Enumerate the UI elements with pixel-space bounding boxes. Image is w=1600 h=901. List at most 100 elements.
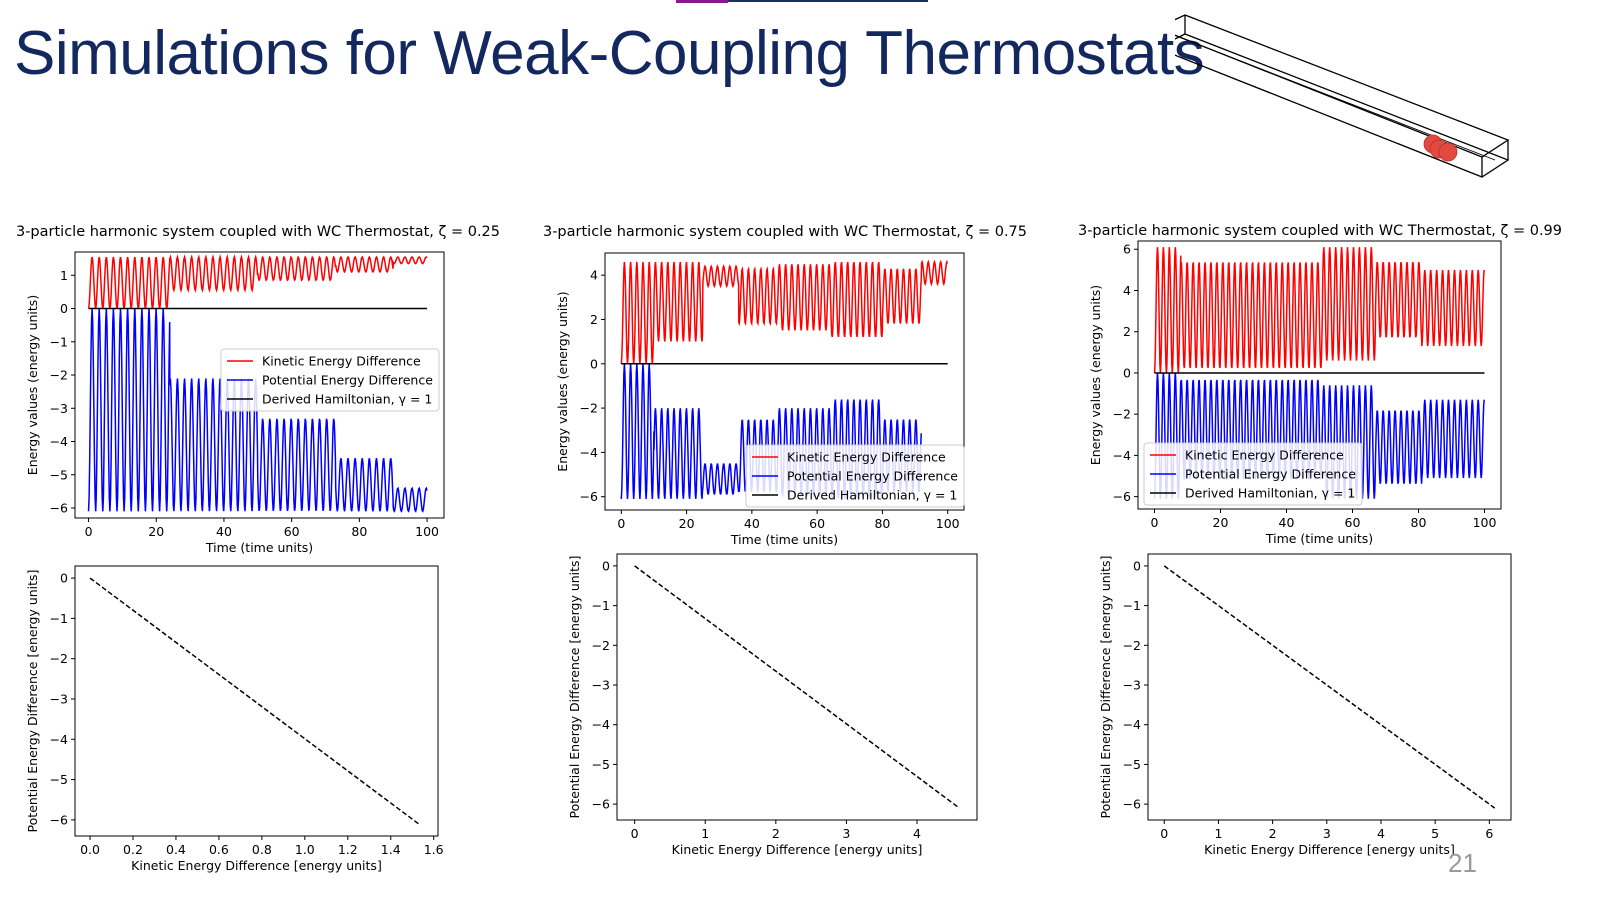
- y-tick-label: −2: [50, 651, 68, 666]
- title-accent-bar: [676, 0, 928, 3]
- y-tick-label: −6: [1113, 489, 1131, 504]
- y-tick-label: −6: [50, 812, 68, 827]
- x-axis-label: Time (time units): [1265, 531, 1373, 546]
- y-tick-label: −1: [50, 611, 68, 626]
- x-tick-label: 20: [679, 516, 695, 531]
- y-tick-label: −3: [1123, 678, 1141, 693]
- x-tick-label: 0: [85, 524, 93, 539]
- y-tick-label: −3: [50, 401, 68, 416]
- y-tick-label: 2: [590, 312, 598, 327]
- y-tick-label: 4: [590, 268, 598, 283]
- series-kinetic-line: [87, 254, 428, 309]
- chart-title: 3-particle harmonic system coupled with …: [543, 224, 1027, 240]
- box-wireframe: [1175, 14, 1510, 178]
- y-tick-label: 0: [602, 558, 610, 573]
- series-kinetic-line: [620, 259, 949, 364]
- y-tick-label: −4: [50, 434, 68, 449]
- plot-area: [1153, 247, 1485, 499]
- phase-line: [1163, 565, 1496, 809]
- x-tick-label: 20: [148, 524, 164, 539]
- axes-frame: [1147, 553, 1512, 821]
- y-tick-label: −3: [50, 691, 68, 706]
- y-tick-label: −4: [592, 717, 610, 732]
- y-tick-label: −6: [592, 797, 610, 812]
- axes-frame: [74, 565, 439, 837]
- legend-entry: Potential Energy Difference: [787, 469, 958, 484]
- chart-phase-zeta-099: 0 1 2 3 4 5 6 0 −1 −2 −3 −4 −5 −6 Kinetic Energy Diffe…: [1098, 553, 1512, 857]
- x-tick-label: 1.6: [424, 842, 444, 857]
- y-tick-label: −2: [50, 368, 68, 383]
- y-tick-label: −5: [1123, 757, 1141, 772]
- y-tick-label: 0: [590, 356, 598, 371]
- chart-title: 3-particle harmonic system coupled with …: [1078, 223, 1562, 239]
- chart-phase-zeta-075: 0 1 2 3 4 0 −1 −2 −3 −4 −5 −6 Kinetic Energy Differe…: [567, 553, 978, 857]
- y-axis-label: Energy values (energy units): [1088, 285, 1103, 465]
- y-tick-label: −1: [50, 334, 68, 349]
- x-tick-label: 60: [284, 524, 300, 539]
- x-tick-label: 20: [1213, 515, 1229, 530]
- y-tick-label: −4: [580, 445, 598, 460]
- y-tick-label: −2: [1113, 407, 1131, 422]
- 3d-box-with-three-particles-icon: [1175, 14, 1510, 178]
- x-tick-label: 0.6: [209, 842, 229, 857]
- y-tick-label: −4: [1123, 717, 1141, 732]
- x-tick-label: 0: [1160, 826, 1168, 841]
- y-axis-label: Energy values (energy units): [555, 291, 570, 471]
- legend-entry: Derived Hamiltonian, γ = 1: [1185, 486, 1355, 501]
- x-tick-label: 100: [936, 516, 960, 531]
- legend: Kinetic Energy Difference Potential Energ…: [745, 444, 965, 508]
- plot-area: [1163, 565, 1496, 809]
- legend-box: [220, 348, 440, 412]
- y-tick-label: −6: [50, 501, 68, 516]
- y-tick-label: −2: [1123, 638, 1141, 653]
- axes-frame: [74, 251, 445, 519]
- x-tick-label: 4: [913, 826, 921, 841]
- particle-3: [1438, 142, 1458, 162]
- legend-box: [1143, 442, 1363, 506]
- x-axis-label: Time (time units): [205, 540, 313, 555]
- accent-bar-purple: [676, 0, 728, 3]
- y-tick-label: −6: [580, 489, 598, 504]
- legend-entry: Derived Hamiltonian, γ = 1: [262, 392, 432, 407]
- y-tick-label: −6: [1123, 797, 1141, 812]
- y-tick-label: −1: [1123, 598, 1141, 613]
- x-tick-label: 0: [1151, 515, 1159, 530]
- y-axis-label: Potential Energy Difference [energy unit…: [1098, 556, 1113, 819]
- y-tick-label: −3: [592, 678, 610, 693]
- x-tick-label: 3: [842, 826, 850, 841]
- y-tick-label: −5: [592, 757, 610, 772]
- legend: Kinetic Energy Difference Potential Energ…: [1143, 442, 1363, 506]
- x-axis-label: Time (time units): [730, 532, 838, 547]
- series-potential-line: [87, 308, 428, 513]
- axes-frame: [1137, 240, 1502, 510]
- x-tick-label: 0.4: [166, 842, 186, 857]
- x-axis-label: Kinetic Energy Difference [energy units]: [131, 858, 382, 873]
- x-tick-label: 0.8: [252, 842, 272, 857]
- chart-energy-zeta-099: 3-particle harmonic system coupled with …: [1078, 223, 1562, 546]
- legend-entry: Kinetic Energy Difference: [1185, 448, 1344, 463]
- y-tick-label: 0: [60, 301, 68, 316]
- chart-energy-zeta-075: 3-particle harmonic system coupled with …: [543, 224, 1027, 547]
- y-tick-label: −2: [580, 401, 598, 416]
- x-tick-label: 1.2: [338, 842, 358, 857]
- legend-entry: Derived Hamiltonian, γ = 1: [787, 488, 957, 503]
- series-kinetic-line: [1153, 247, 1485, 373]
- x-tick-label: 4: [1377, 826, 1385, 841]
- x-tick-label: 0: [631, 826, 639, 841]
- y-tick-label: 2: [1123, 324, 1131, 339]
- x-tick-label: 0.0: [80, 842, 100, 857]
- x-tick-label: 100: [415, 524, 439, 539]
- phase-line: [634, 565, 960, 809]
- slide-title: Simulations for Weak-Coupling Thermostat…: [14, 19, 1205, 88]
- y-tick-label: 0: [60, 571, 68, 586]
- x-axis-label: Kinetic Energy Difference [energy units]: [672, 842, 923, 857]
- legend-entry: Potential Energy Difference: [1185, 467, 1356, 482]
- y-tick-label: −4: [1113, 448, 1131, 463]
- legend-box: [745, 444, 965, 508]
- x-tick-label: 60: [1345, 515, 1361, 530]
- x-tick-label: 0.2: [123, 842, 143, 857]
- y-tick-label: 1: [60, 268, 68, 283]
- x-tick-label: 80: [351, 524, 367, 539]
- x-tick-label: 2: [772, 826, 780, 841]
